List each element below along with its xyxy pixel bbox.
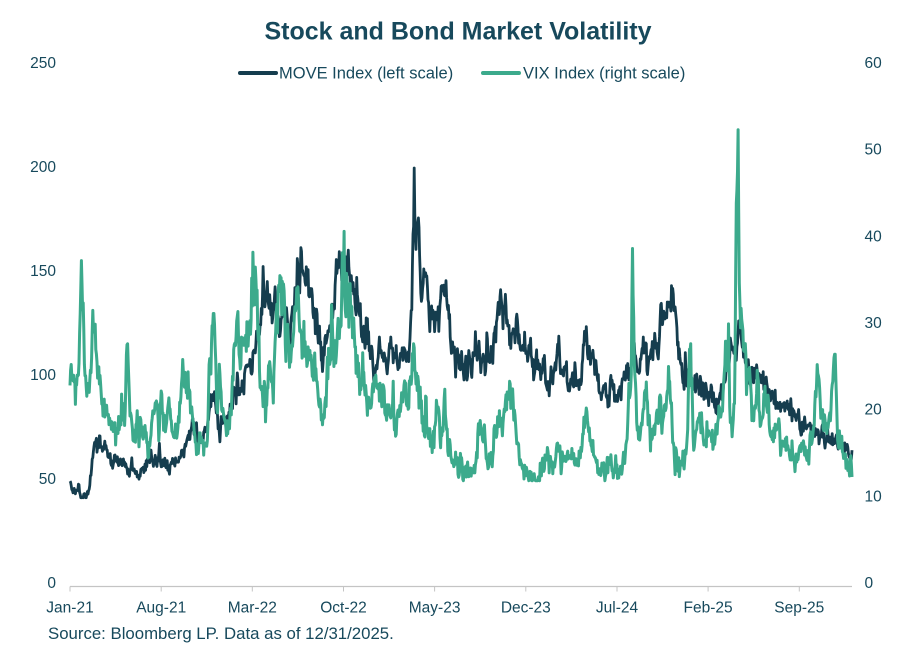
svg-text:40: 40 [865, 228, 883, 245]
svg-text:100: 100 [30, 367, 56, 384]
svg-text:May-23: May-23 [409, 600, 461, 617]
svg-text:50: 50 [865, 142, 883, 159]
svg-text:MOVE Index (left scale): MOVE Index (left scale) [279, 65, 453, 83]
svg-text:Source: Bloomberg LP. Data as: Source: Bloomberg LP. Data as of 12/31/2… [48, 624, 394, 643]
svg-text:Stock and Bond Market Volatili: Stock and Bond Market Volatility [264, 18, 651, 46]
svg-text:20: 20 [865, 402, 883, 419]
svg-text:Aug-21: Aug-21 [136, 600, 186, 617]
svg-text:Mar-22: Mar-22 [228, 600, 277, 617]
svg-text:Feb-25: Feb-25 [684, 600, 733, 617]
svg-text:50: 50 [39, 471, 57, 488]
svg-text:30: 30 [865, 315, 883, 332]
svg-text:10: 10 [865, 488, 883, 505]
svg-text:250: 250 [30, 55, 56, 72]
svg-text:Jan-21: Jan-21 [46, 600, 93, 617]
svg-text:200: 200 [30, 159, 56, 176]
svg-text:Jul-24: Jul-24 [596, 600, 639, 617]
svg-text:VIX Index (right scale): VIX Index (right scale) [523, 65, 685, 83]
svg-text:Oct-22: Oct-22 [320, 600, 367, 617]
svg-text:0: 0 [865, 575, 874, 592]
svg-text:60: 60 [865, 55, 883, 72]
svg-text:Dec-23: Dec-23 [501, 600, 551, 617]
svg-text:150: 150 [30, 263, 56, 280]
svg-text:Sep-25: Sep-25 [774, 600, 824, 617]
svg-text:0: 0 [47, 575, 56, 592]
